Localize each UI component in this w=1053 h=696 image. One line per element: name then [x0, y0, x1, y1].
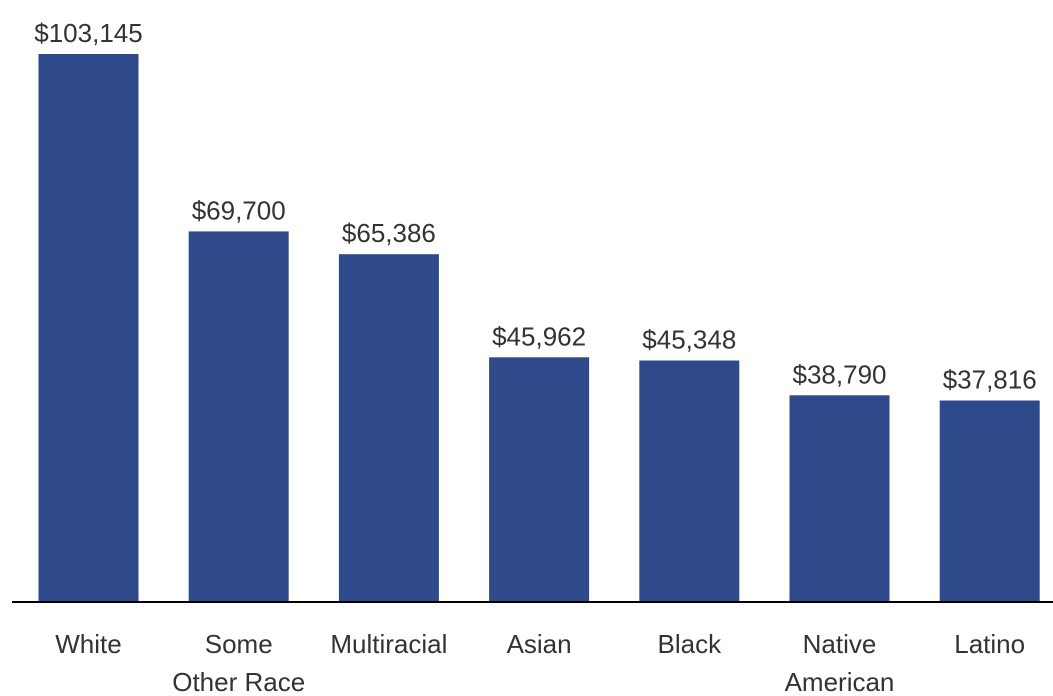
bar-latino: [939, 400, 1040, 601]
bar-white: [38, 54, 139, 601]
category-label-white: White: [55, 629, 121, 659]
bar-some-other-race: [188, 231, 289, 601]
value-label-multiracial: $65,386: [342, 218, 436, 248]
value-label-latino: $37,816: [943, 365, 1037, 395]
bar-asian: [489, 357, 590, 601]
category-label-asian: Asian: [507, 629, 572, 659]
category-label-some-other-race-line-2: Other Race: [172, 667, 305, 696]
category-label-black: Black: [658, 629, 723, 659]
category-label-native-american-line-1: Native: [803, 629, 877, 659]
value-label-native-american: $38,790: [793, 359, 887, 389]
value-label-white: $103,145: [34, 18, 142, 48]
bars-group: [38, 54, 1040, 601]
value-label-asian: $45,962: [492, 321, 586, 351]
category-label-some-other-race-line-1: Some: [205, 629, 273, 659]
category-label-native-american-line-2: American: [785, 667, 895, 696]
bar-native-american: [789, 395, 890, 601]
value-label-black: $45,348: [642, 325, 736, 355]
category-label-latino: Latino: [954, 629, 1025, 659]
value-labels-group: $103,145 $69,700 $65,386 $45,962 $45,348 $38,…: [34, 18, 1036, 395]
bar-multiracial: [338, 254, 439, 601]
bar-black: [639, 360, 740, 601]
category-label-multiracial: Multiracial: [330, 629, 447, 659]
value-label-some-other-race: $69,700: [192, 195, 286, 225]
category-labels-group: White Some Other Race Multiracial Asian Black…: [55, 629, 1025, 696]
